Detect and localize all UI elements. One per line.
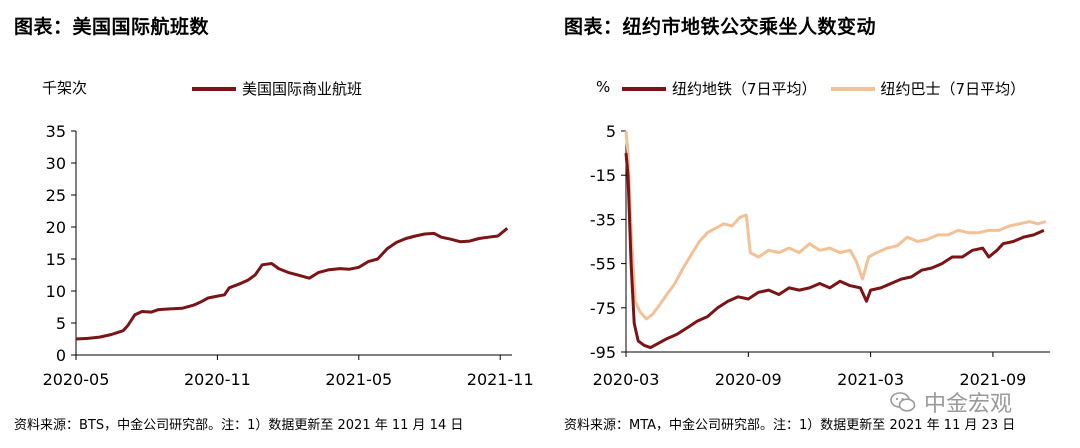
source-note: 资料来源：BTS，中金公司研究部。注：1）数据更新至 2021 年 11 月 1… [14, 418, 464, 433]
chart-title: 图表：纽约市地铁公交乘坐人数变动 [564, 16, 877, 38]
legend-label: 美国国际商业航班 [242, 80, 363, 98]
series-line-0 [75, 227, 509, 341]
chart-title: 图表：美国国际航班数 [14, 16, 210, 38]
legend-swatch [192, 86, 236, 91]
series-line-0 [624, 152, 1045, 350]
legend-swatch [622, 86, 666, 91]
watermark-text: 中金宏观 [924, 392, 1013, 417]
legend-label: 纽约地铁（7日平均） [672, 80, 817, 98]
legend-label: 纽约巴士（7日平均） [880, 80, 1026, 98]
wechat-logo-icon [890, 392, 916, 412]
y-tick-label: -95 [590, 343, 616, 362]
legend-item: 纽约巴士（7日平均） [830, 78, 1026, 99]
y-tick-label: 35 [46, 122, 66, 141]
y-tick-label: 0 [56, 346, 66, 365]
legend-swatch [830, 86, 875, 91]
watermark: 中金宏观 [890, 386, 1012, 418]
y-axis-unit: % [596, 78, 611, 96]
y-tick-label: 30 [46, 154, 66, 173]
y-tick-label: 5 [606, 122, 616, 141]
series-line-1 [624, 130, 1047, 321]
x-tick-label: 2021-03 [837, 370, 904, 389]
y-tick-label: 15 [46, 250, 66, 269]
x-tick-label: 2020-03 [593, 370, 660, 389]
chart-panel-nyc-ridership: 图表：纽约市地铁公交乘坐人数变动 % 纽约地铁（7日平均） 纽约巴士（7日平均）… [540, 0, 1080, 448]
legend-item: 纽约地铁（7日平均） [622, 78, 817, 99]
x-tick-label: 2020-05 [43, 370, 110, 389]
y-tick-label: -55 [590, 255, 616, 274]
x-tick-label: 2020-09 [715, 370, 782, 389]
y-tick-label: 20 [46, 218, 66, 237]
line-chart-ridership: 5 -15 -35 -55 -75 -95 2020-03 2020-09 2021-03 202… [590, 122, 1050, 389]
y-tick-label: -35 [590, 210, 616, 229]
y-tick-label: 25 [46, 186, 66, 205]
y-tick-label: -15 [590, 166, 616, 185]
y-tick-label: 10 [46, 282, 66, 301]
source-note: 资料来源：MTA，中金公司研究部。注：1）数据更新至 2021 年 11 月 2… [564, 418, 1016, 433]
x-tick-label: 2021-11 [467, 370, 534, 389]
x-tick-label: 2021-05 [325, 370, 392, 389]
y-tick-label: -75 [590, 299, 616, 318]
y-tick-label: 5 [56, 314, 66, 333]
legend: 美国国际商业航班 [192, 78, 376, 99]
y-axis-unit: 千架次 [42, 79, 88, 97]
legend-item: 美国国际商业航班 [192, 78, 362, 99]
chart-panel-international-flights: 图表：美国国际航班数 千架次 美国国际商业航班 0 5 10 15 20 25 30 35 20… [14, 16, 534, 433]
legend: 纽约地铁（7日平均） 纽约巴士（7日平均） [622, 78, 1039, 99]
line-chart-flights: 0 5 10 15 20 25 30 35 2020-05 2020-11 2021-05 2021-… [43, 122, 534, 389]
x-tick-label: 2021-09 [959, 370, 1026, 389]
x-tick-label: 2020-11 [184, 370, 251, 389]
